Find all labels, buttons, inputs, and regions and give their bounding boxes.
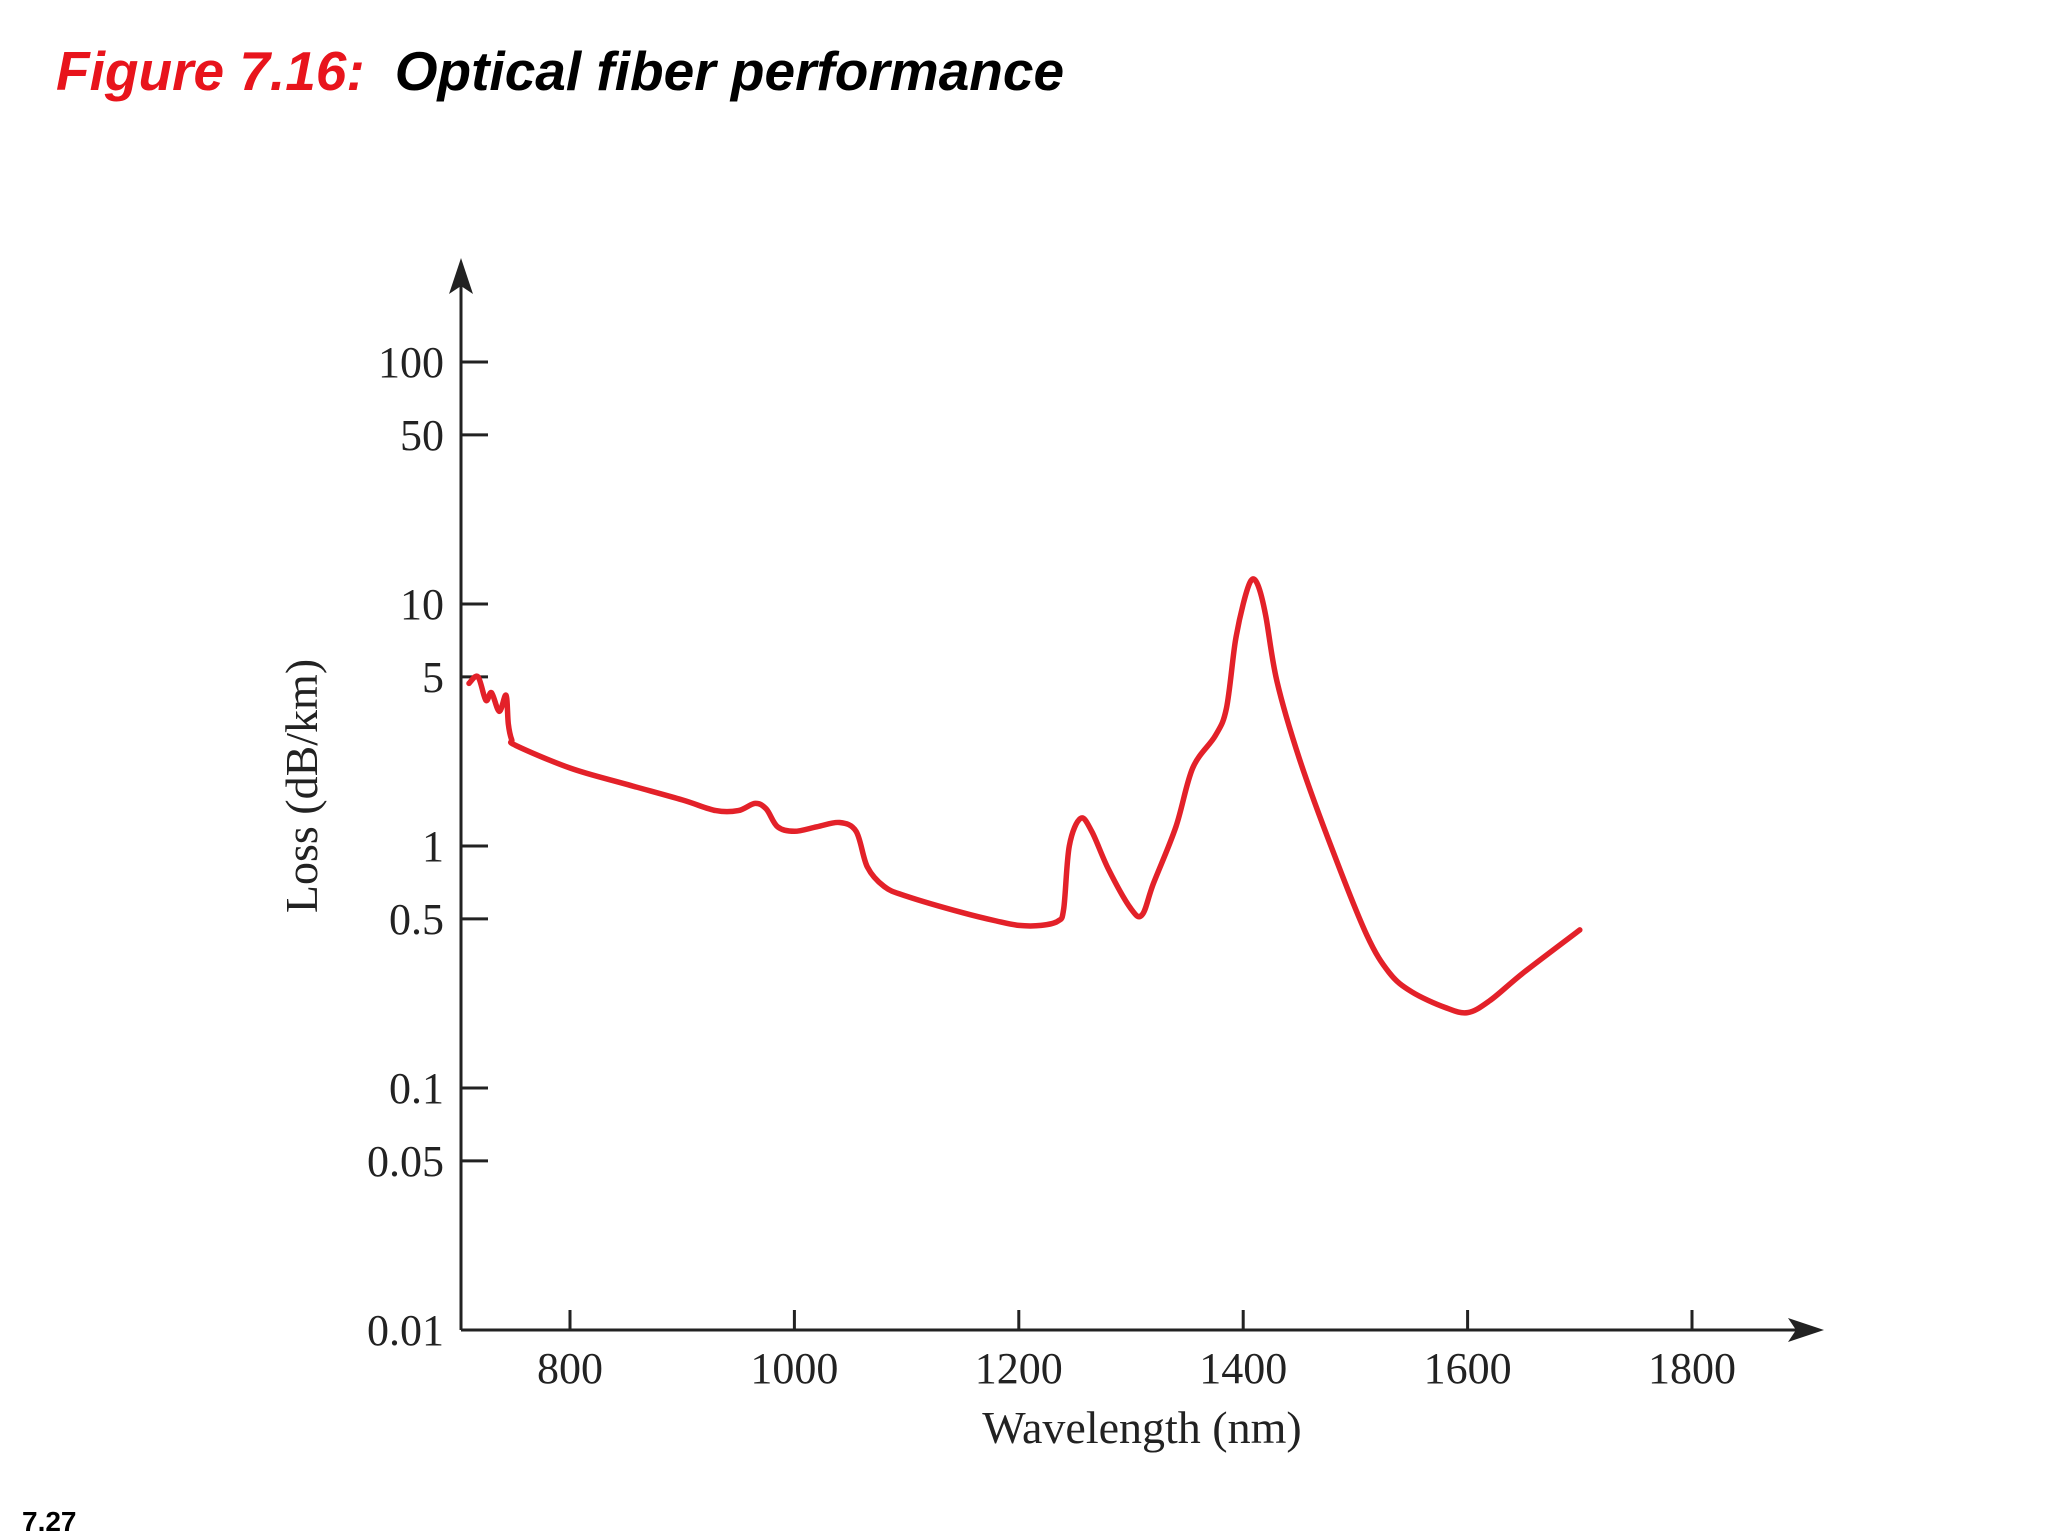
y-tick-label: 5 — [422, 653, 444, 702]
y-tick-label: 50 — [400, 411, 444, 460]
y-axis-arrow — [449, 258, 473, 294]
figure-label: Figure 7.16: — [56, 40, 365, 102]
slide-title: Figure 7.16: Optical fiber performance — [56, 44, 1064, 99]
y-tick-label: 0.1 — [389, 1064, 444, 1113]
x-tick-label: 1400 — [1199, 1344, 1287, 1393]
chart-axes — [449, 258, 1824, 1342]
chart-plot-area — [466, 576, 1583, 1016]
x-tick-label: 1000 — [750, 1344, 838, 1393]
figure-title: Optical fiber performance — [394, 40, 1065, 102]
y-tick-label: 1 — [422, 822, 444, 871]
y-tick-label: 100 — [378, 338, 444, 387]
x-axis-arrow — [1788, 1318, 1824, 1342]
chart-ticks: 800 1000 1200 1400 1600 1800 100 50 10 5 1 0.5 0.1 0.… — [367, 338, 1736, 1393]
x-tick-label: 800 — [537, 1344, 603, 1393]
loss-curve — [466, 576, 1583, 1016]
y-axis-title: Loss (dB/km) — [276, 659, 327, 913]
x-axis-title: Wavelength (nm) — [982, 1402, 1301, 1453]
y-tick-label: 0.05 — [367, 1137, 444, 1186]
x-tick-label: 1600 — [1424, 1344, 1512, 1393]
y-tick-label: 10 — [400, 580, 444, 629]
y-tick-label: 0.5 — [389, 895, 444, 944]
page-number: 7.27 — [22, 1506, 77, 1537]
x-tick-label: 1200 — [975, 1344, 1063, 1393]
x-tick-label: 1800 — [1648, 1344, 1736, 1393]
y-tick-label: 0.01 — [367, 1306, 444, 1355]
